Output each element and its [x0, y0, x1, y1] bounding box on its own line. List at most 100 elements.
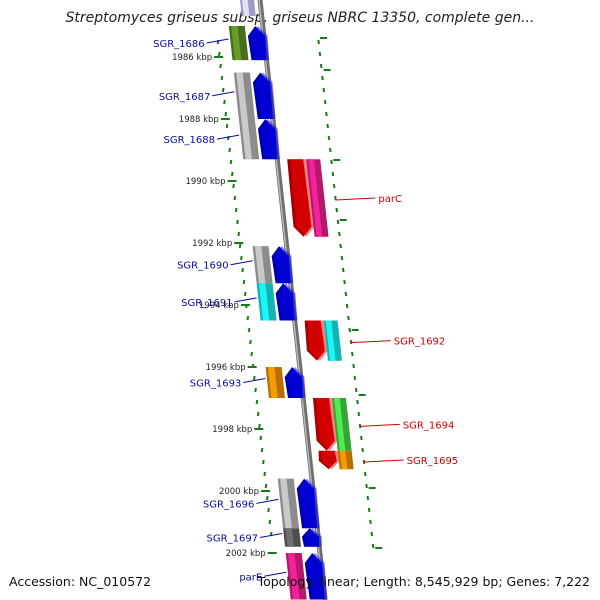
track-dot-left	[253, 375, 256, 381]
track-dot-left	[267, 507, 270, 513]
scale-label: 1988 kbp	[179, 115, 219, 125]
track-dot-right	[328, 147, 332, 153]
scale-label: 1998 kbp	[212, 425, 252, 435]
track-dot-right	[327, 135, 331, 141]
block-shine	[325, 320, 336, 361]
track-dot-left	[243, 291, 247, 297]
gene-SGR_1697	[283, 528, 322, 547]
gene-arrow	[304, 320, 328, 361]
gene-arrow	[304, 553, 328, 600]
track-dot-left	[246, 315, 250, 321]
track-dot-right	[347, 315, 350, 321]
scale-label: 1996 kbp	[206, 363, 246, 373]
gene-SGR_1688	[238, 119, 280, 160]
track-dot-right	[360, 435, 363, 441]
block-shine	[280, 478, 292, 529]
gene-label-parE: parE	[239, 572, 262, 583]
track-dot-right	[366, 495, 370, 501]
gene-label-SGR_1697: SGR_1697	[207, 534, 259, 545]
track-dot-left	[238, 243, 242, 249]
arrow-shine	[307, 553, 328, 600]
track-dot-left	[265, 495, 269, 501]
track-dot-right	[369, 519, 372, 525]
gene-label-SGR_1687: SGR_1687	[159, 92, 211, 103]
track-dot-left	[241, 267, 244, 273]
gene-class-block	[252, 246, 273, 284]
scale-label: 1994 kbp	[199, 301, 239, 311]
genome-summary: Topology: linear; Length: 8,545,929 bp; …	[257, 574, 590, 589]
track-dot-left	[230, 171, 234, 177]
gene-class-block	[238, 119, 260, 160]
label-leader	[243, 378, 266, 383]
arrow-shine	[321, 450, 340, 470]
gene-class-block	[265, 367, 285, 398]
gene-SGR_1695	[318, 450, 354, 470]
gene-arrow	[318, 450, 340, 470]
arrow-shine	[287, 367, 306, 398]
gene-label-SGR_1695: SGR_1695	[407, 456, 459, 467]
gene-class-block	[228, 26, 249, 61]
gene-SGR_1693	[265, 367, 306, 398]
track-dot-right	[317, 39, 320, 45]
track-dot-right	[365, 483, 368, 489]
gene-SGR_1694	[312, 398, 352, 451]
block-shine	[308, 159, 323, 237]
arrow-shine	[299, 478, 320, 529]
track-dot-left	[263, 471, 266, 477]
track-dot-right	[326, 123, 329, 129]
track-dot-left	[258, 423, 261, 429]
gene-class-block	[256, 283, 277, 321]
gene-parC	[287, 159, 329, 237]
label-leader	[230, 260, 253, 266]
gene-class-block	[277, 478, 300, 529]
track-dot-right	[321, 75, 324, 81]
dotted-track-borders	[216, 37, 383, 549]
track-dot-left	[240, 255, 243, 261]
track-dot-right	[353, 375, 357, 381]
label-leader	[350, 340, 391, 344]
gene-label-SGR_1694: SGR_1694	[403, 420, 455, 431]
gene-SGR_1691	[256, 283, 298, 321]
track-dot-right	[322, 87, 326, 93]
accession-label: Accession: NC_010572	[9, 574, 152, 589]
gene-arrow	[252, 72, 276, 119]
gene-label-parC: parC	[378, 194, 402, 205]
track-dot-right	[341, 267, 345, 273]
arrow-shine	[250, 26, 270, 61]
track-dot-right	[336, 219, 340, 225]
track-dot-right	[332, 183, 336, 189]
track-dot-left	[234, 207, 238, 213]
track-dot-right	[361, 447, 364, 453]
track-dot-left	[224, 111, 228, 117]
track-dot-left	[218, 51, 221, 57]
track-dot-left	[229, 159, 233, 165]
track-dot-right	[370, 531, 374, 537]
arrow-shine	[260, 119, 280, 160]
gene-SGR_1686	[228, 26, 270, 61]
gene-arrow	[275, 283, 298, 321]
track-dot-right	[345, 303, 349, 309]
track-dot-left	[220, 75, 224, 81]
track-dot-right	[343, 279, 346, 285]
block-shine	[268, 367, 278, 398]
gene-label-SGR_1692: SGR_1692	[394, 337, 446, 348]
gene-label-SGR_1690: SGR_1690	[177, 261, 229, 272]
label-leader	[363, 459, 404, 463]
label-leader	[234, 297, 257, 303]
track-dot-left	[223, 99, 226, 105]
track-dot-left	[260, 447, 264, 453]
gene-labels: SGR_1686 SGR_1687 SGR_1688 parC SGR_1690 SGR_…	[153, 38, 459, 583]
gene-arrow	[312, 398, 338, 451]
gene-arrow	[271, 246, 294, 284]
track-dot-right	[323, 99, 327, 105]
gene-label-SGR_1693: SGR_1693	[190, 379, 242, 390]
track-dot-left	[221, 87, 225, 93]
track-dot-left	[237, 231, 241, 237]
track-dot-left	[233, 195, 237, 201]
track-dot-right	[348, 327, 352, 333]
gene-class-block	[331, 398, 352, 451]
track-dot-left	[264, 483, 268, 489]
gene-class-block	[323, 320, 342, 361]
track-dot-left	[236, 219, 239, 225]
gene-class-block	[337, 450, 354, 470]
